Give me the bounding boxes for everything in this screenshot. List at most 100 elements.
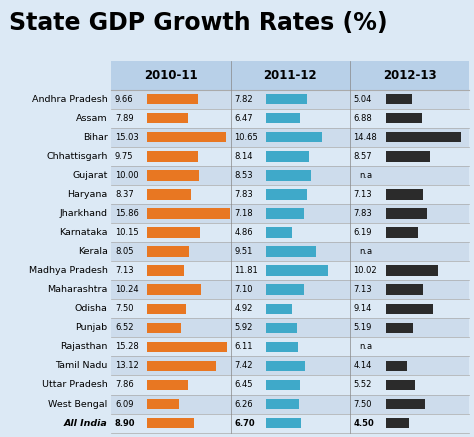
Text: 5.52: 5.52 (354, 381, 372, 389)
Bar (266, 265, 328, 276)
Bar (386, 265, 438, 276)
Text: 7.50: 7.50 (115, 304, 134, 313)
Text: 8.14: 8.14 (234, 152, 253, 161)
Bar (266, 361, 305, 371)
Bar (147, 361, 216, 371)
Bar (147, 399, 179, 409)
Bar (266, 304, 292, 314)
Bar (386, 113, 422, 123)
Text: 10.02: 10.02 (354, 266, 377, 275)
Text: Assam: Assam (76, 114, 108, 123)
Text: 7.82: 7.82 (234, 95, 253, 104)
Text: 6.47: 6.47 (234, 114, 253, 123)
Text: 5.92: 5.92 (234, 323, 253, 332)
Text: 6.19: 6.19 (354, 228, 372, 237)
Bar (111, 337, 469, 357)
Text: Madhya Pradesh: Madhya Pradesh (29, 266, 108, 275)
Text: 6.52: 6.52 (115, 323, 134, 332)
Bar (111, 204, 469, 223)
Text: 7.13: 7.13 (354, 190, 372, 199)
Bar (266, 227, 292, 238)
Bar (111, 61, 469, 90)
Bar (266, 380, 300, 390)
Bar (111, 318, 469, 337)
Bar (111, 128, 469, 147)
Bar (386, 284, 423, 295)
Bar (147, 170, 200, 180)
Bar (266, 208, 304, 218)
Text: Maharashtra: Maharashtra (47, 285, 108, 294)
Text: 15.03: 15.03 (115, 133, 139, 142)
Bar (386, 361, 407, 371)
Text: 7.50: 7.50 (354, 399, 372, 409)
Text: Uttar Pradesh: Uttar Pradesh (42, 381, 108, 389)
Bar (386, 418, 409, 428)
Text: n.a: n.a (359, 247, 372, 256)
Text: 7.13: 7.13 (354, 285, 372, 294)
Bar (386, 132, 461, 142)
Bar (147, 418, 193, 428)
Text: 8.57: 8.57 (354, 152, 372, 161)
Bar (386, 151, 430, 162)
Bar (266, 246, 316, 257)
Text: 6.88: 6.88 (354, 114, 372, 123)
Text: 9.66: 9.66 (115, 95, 134, 104)
Text: 13.12: 13.12 (115, 361, 139, 371)
Bar (386, 399, 425, 409)
Bar (111, 90, 469, 109)
Text: 5.19: 5.19 (354, 323, 372, 332)
Text: 7.42: 7.42 (234, 361, 253, 371)
Text: Karnataka: Karnataka (59, 228, 108, 237)
Text: 6.09: 6.09 (115, 399, 134, 409)
Text: 6.11: 6.11 (234, 342, 253, 351)
Text: 7.13: 7.13 (115, 266, 134, 275)
Bar (147, 132, 226, 142)
Text: West Bengal: West Bengal (48, 399, 108, 409)
Bar (386, 189, 423, 200)
Text: 7.89: 7.89 (115, 114, 134, 123)
Bar (111, 299, 469, 318)
Bar (111, 166, 469, 185)
Text: 8.05: 8.05 (115, 247, 134, 256)
Bar (147, 284, 201, 295)
Text: 2012-13: 2012-13 (383, 69, 437, 82)
Text: All India: All India (64, 419, 108, 427)
Text: Punjab: Punjab (75, 323, 108, 332)
Bar (111, 261, 469, 280)
Bar (266, 113, 300, 123)
Bar (147, 227, 200, 238)
Text: 8.37: 8.37 (115, 190, 134, 199)
Text: 8.53: 8.53 (234, 171, 253, 180)
Bar (386, 227, 418, 238)
Text: Odisha: Odisha (75, 304, 108, 313)
Text: 9.75: 9.75 (115, 152, 134, 161)
Text: Gujarat: Gujarat (72, 171, 108, 180)
Bar (266, 418, 301, 428)
Text: 6.70: 6.70 (234, 419, 255, 427)
Text: 7.10: 7.10 (234, 285, 253, 294)
Bar (147, 265, 184, 276)
Bar (266, 284, 303, 295)
Text: 8.90: 8.90 (115, 419, 136, 427)
Bar (147, 208, 230, 218)
Bar (111, 223, 469, 242)
Text: State GDP Growth Rates (%): State GDP Growth Rates (%) (9, 11, 388, 35)
Bar (386, 323, 413, 333)
Text: 2010-11: 2010-11 (144, 69, 198, 82)
Bar (386, 208, 427, 218)
Text: n.a: n.a (359, 171, 372, 180)
Bar (111, 109, 469, 128)
Bar (111, 147, 469, 166)
Text: Jharkhand: Jharkhand (60, 209, 108, 218)
Bar (147, 380, 188, 390)
Text: Andhra Pradesh: Andhra Pradesh (32, 95, 108, 104)
Bar (147, 246, 189, 257)
Text: 4.50: 4.50 (354, 419, 374, 427)
Text: Tamil Nadu: Tamil Nadu (55, 361, 108, 371)
Text: 7.86: 7.86 (115, 381, 134, 389)
Bar (266, 399, 299, 409)
Bar (147, 342, 227, 352)
Text: 15.28: 15.28 (115, 342, 139, 351)
Bar (266, 132, 322, 142)
Bar (386, 380, 415, 390)
